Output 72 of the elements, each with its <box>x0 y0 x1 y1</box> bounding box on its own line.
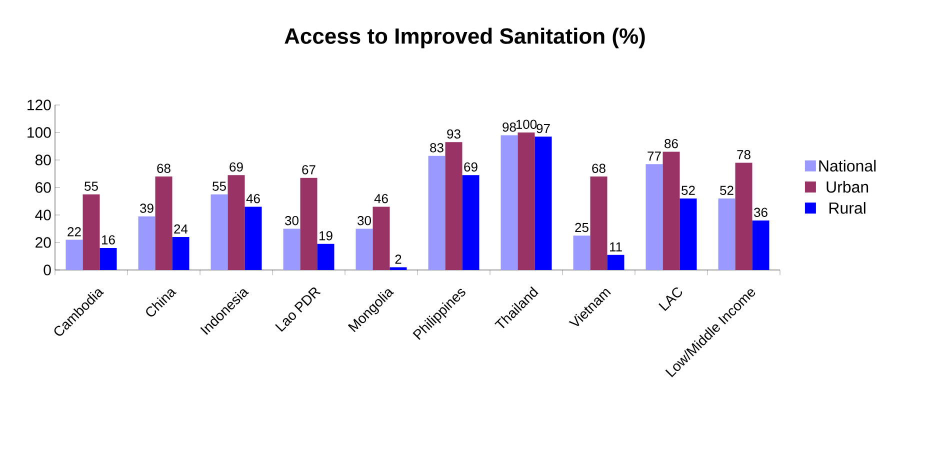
x-tick-label: LAC <box>658 287 682 311</box>
bar <box>518 132 535 270</box>
bar <box>573 236 590 270</box>
data-label: 67 <box>302 165 316 174</box>
data-label: 93 <box>447 129 460 139</box>
data-label: 24 <box>174 224 188 234</box>
bar <box>317 244 334 270</box>
y-tick-label: 40 <box>35 210 51 220</box>
bar <box>500 135 518 270</box>
y-tick-label: 60 <box>36 182 51 193</box>
bar <box>752 220 770 270</box>
bar <box>66 240 83 270</box>
bar <box>590 176 608 270</box>
bar <box>735 162 752 270</box>
data-label: 11 <box>610 242 622 252</box>
data-label: 30 <box>285 216 298 226</box>
data-label: 97 <box>536 124 550 134</box>
bar <box>646 164 663 270</box>
y-tick-label: 80 <box>35 154 51 166</box>
data-label: 83 <box>430 143 444 152</box>
data-label: 77 <box>648 152 661 161</box>
bar <box>462 175 480 270</box>
bar <box>210 194 228 270</box>
data-label: 78 <box>737 150 750 160</box>
bar <box>356 228 373 270</box>
bar <box>680 198 697 270</box>
legend-label: Urban <box>826 180 868 193</box>
bar <box>100 248 117 270</box>
bar <box>607 254 624 270</box>
data-label: 2 <box>395 254 402 264</box>
data-label: 69 <box>464 162 478 172</box>
bar <box>428 156 446 270</box>
bar <box>82 194 100 270</box>
data-label: 16 <box>102 235 115 244</box>
bar <box>228 175 245 270</box>
bar <box>138 216 156 270</box>
y-tick-label: 20 <box>36 237 51 248</box>
bar <box>172 236 190 270</box>
y-tick-label: 120 <box>28 100 51 110</box>
data-label: 19 <box>320 231 332 240</box>
bar <box>244 206 262 270</box>
data-label: 46 <box>246 194 260 204</box>
data-label: 46 <box>374 194 388 204</box>
data-label: 22 <box>68 227 81 236</box>
legend-label: Rural <box>830 202 866 214</box>
data-label: 36 <box>754 208 768 217</box>
bar <box>718 198 736 270</box>
y-tick-label: 100 <box>28 127 51 138</box>
legend-label: National <box>819 160 876 172</box>
data-label: 98 <box>502 122 516 132</box>
data-label: 86 <box>664 139 678 148</box>
bar <box>283 228 300 270</box>
bar <box>390 267 407 270</box>
data-label: 39 <box>140 204 154 213</box>
bar <box>372 206 390 270</box>
data-label: 55 <box>84 182 98 191</box>
y-tick-label: 0 <box>44 264 51 276</box>
data-label: 100 <box>516 120 537 129</box>
bar <box>155 176 172 270</box>
data-label: 25 <box>575 222 588 232</box>
chart-title: Access to Improved Sanitation (%) <box>284 28 645 48</box>
bar <box>300 178 318 270</box>
data-label: 55 <box>212 182 226 191</box>
data-label: 52 <box>720 186 734 195</box>
bar <box>445 142 462 270</box>
data-label: 30 <box>358 216 371 226</box>
bar <box>534 136 552 270</box>
data-label: 52 <box>682 186 695 195</box>
data-label: 68 <box>157 164 170 173</box>
data-label: 69 <box>230 162 243 172</box>
data-label: 68 <box>592 164 606 173</box>
bar <box>662 152 680 270</box>
